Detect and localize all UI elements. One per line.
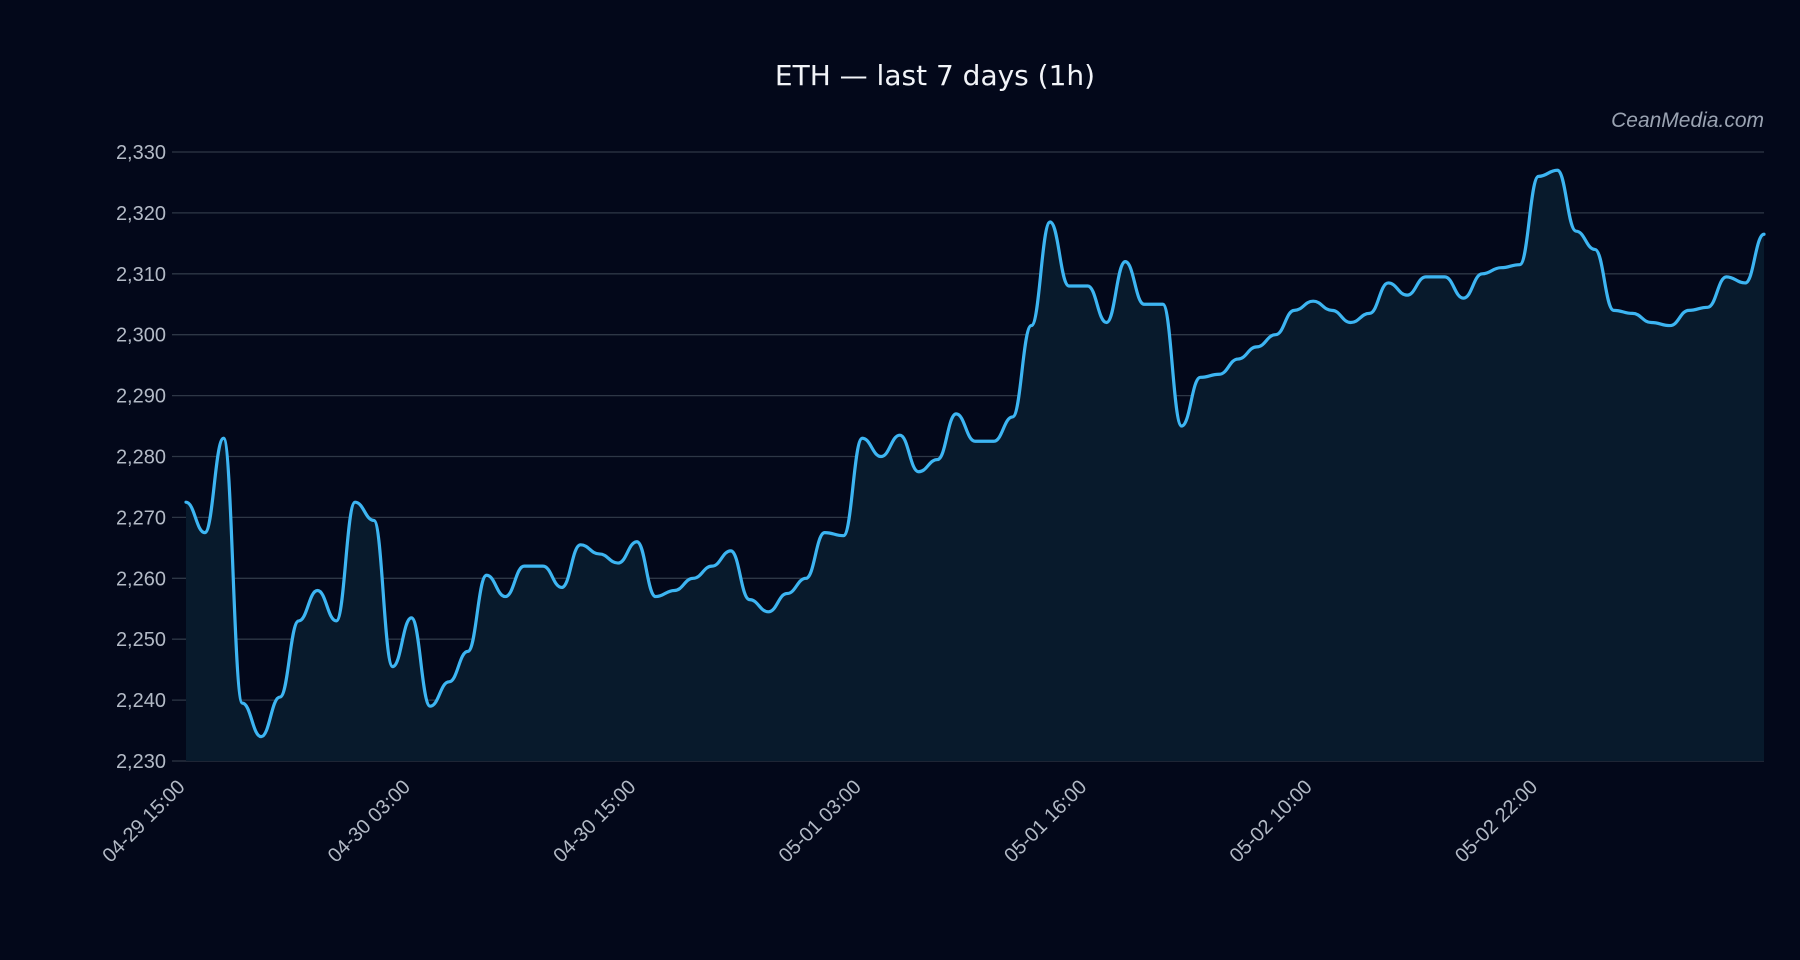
- y-axis-ticks: 2,230 2,240 2,250 2,260 2,270 2,280 2,290 2,300…: [116, 142, 166, 773]
- y-tick-label: 2,280: [116, 447, 166, 469]
- watermark-text: CeanMedia.com: [1611, 109, 1764, 132]
- y-tick-label: 2,330: [116, 142, 166, 164]
- y-tick-label: 2,300: [116, 325, 166, 347]
- y-tick-label: 2,250: [116, 629, 166, 651]
- chart-title: ETH — last 7 days (1h): [775, 59, 1095, 92]
- y-tick-label: 2,310: [116, 264, 166, 286]
- y-tick-label: 2,260: [116, 568, 166, 590]
- price-line: [184, 168, 1766, 739]
- price-area-fill: [186, 170, 1764, 761]
- y-tick-label: 2,290: [116, 386, 166, 408]
- y-tick-label: 2,270: [116, 507, 166, 529]
- y-tick-label: 2,240: [116, 690, 166, 712]
- y-tick-label: 2,230: [116, 751, 166, 773]
- y-tick-label: 2,320: [116, 203, 166, 225]
